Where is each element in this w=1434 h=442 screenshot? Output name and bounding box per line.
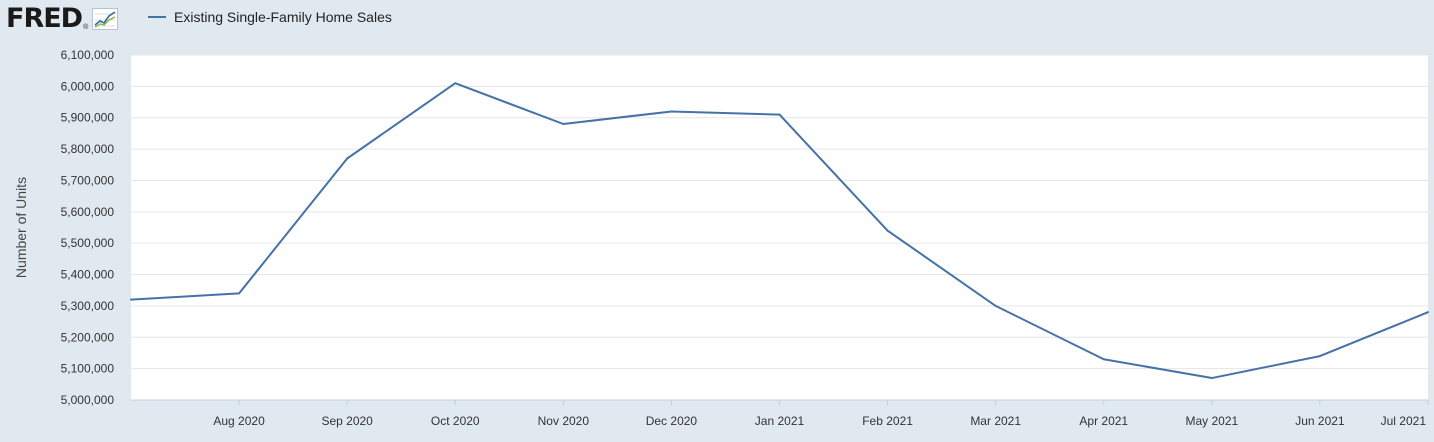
x-axis: Aug 2020 Sep 2020 Oct 2020 Nov 2020 Dec 2020… [131,399,1429,428]
chart-line-icon [92,7,119,35]
legend-swatch [148,16,166,18]
y-axis-title: Number of Units [13,177,29,278]
x-tick-label: Sep 2020 [321,414,373,428]
registered-mark: ® [83,23,89,31]
y-axis: 5,000,000 5,100,000 5,200,000 5,300,000 5,40… [61,48,115,407]
data-point[interactable] [454,82,457,85]
data-point[interactable] [1102,358,1105,361]
fred-logo[interactable]: FRED ® [6,2,119,36]
y-tick-label: 5,100,000 [61,362,115,376]
y-tick-label: 5,900,000 [61,111,115,125]
data-point[interactable] [1427,311,1429,314]
data-point[interactable] [886,229,889,232]
y-tick-label: 5,200,000 [61,330,115,344]
y-tick-label: 5,000,000 [61,393,115,407]
x-tick-label: Nov 2020 [538,414,590,428]
x-tick-label: Apr 2021 [1079,414,1128,428]
legend[interactable]: Existing Single-Family Home Sales [148,9,392,25]
x-tick-label: Oct 2020 [431,414,480,428]
y-tick-label: 5,500,000 [61,236,115,250]
x-tick-label: Mar 2021 [970,414,1021,428]
x-tick-label: Aug 2020 [213,414,265,428]
y-tick-label: 5,600,000 [61,205,115,219]
y-tick-label: 6,100,000 [61,48,115,62]
data-point[interactable] [238,292,241,295]
data-point[interactable] [562,123,565,125]
x-tick-label: Feb 2021 [862,414,913,428]
data-point[interactable] [778,113,781,116]
x-tick-label: Dec 2020 [646,414,698,428]
y-tick-label: 5,800,000 [61,142,115,156]
data-point[interactable] [670,110,673,113]
legend-label: Existing Single-Family Home Sales [174,9,392,25]
x-tick-label: Jan 2021 [755,414,805,428]
data-point[interactable] [346,157,349,160]
y-tick-label: 5,300,000 [61,299,115,313]
series-group [130,82,1429,380]
data-point[interactable] [1318,355,1321,358]
plot-area [131,55,1428,400]
data-point[interactable] [130,298,132,301]
x-tick-label: May 2021 [1185,414,1238,428]
x-tick-label: Jun 2021 [1295,414,1345,428]
chart-header: FRED ® Existing Single-Family Home Sales [0,0,1434,40]
data-point[interactable] [994,304,997,307]
x-tick-label: Jul 2021 [1381,414,1427,428]
fred-logo-text: FRED [6,3,83,34]
y-tick-label: 5,400,000 [61,268,115,282]
y-tick-label: 6,000,000 [61,79,115,93]
y-tick-label: 5,700,000 [61,173,115,187]
data-point[interactable] [1210,377,1213,380]
